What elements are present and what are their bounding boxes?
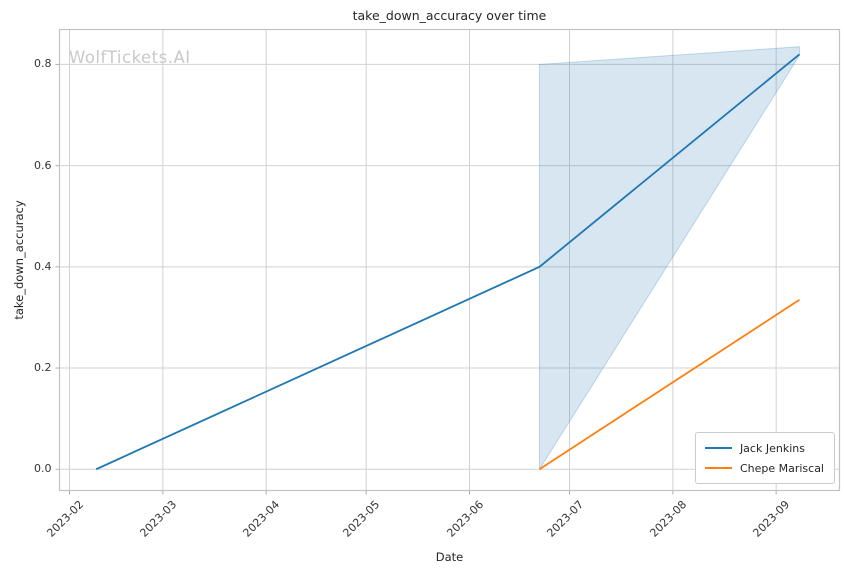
confidence-band: [539, 46, 800, 471]
y-tick-label: 0.6: [34, 158, 52, 172]
y-tick-label: 0.8: [34, 57, 52, 71]
plot-frame: [58, 28, 841, 492]
legend-line-swatch-blue: [704, 447, 732, 449]
x-axis-label: Date: [435, 550, 464, 564]
legend-item-jack-jenkins: Jack Jenkins: [704, 438, 824, 458]
y-tick-label: 0.0: [34, 462, 52, 476]
y-tick-label: 0.2: [34, 361, 52, 375]
y-tick-label: 0.4: [34, 259, 52, 273]
legend-label: Jack Jenkins: [739, 441, 805, 455]
legend-line-swatch-orange: [704, 467, 732, 469]
legend: Jack Jenkins Chepe Mariscal: [694, 432, 835, 484]
series-line-jack-jenkins: [95, 53, 801, 471]
watermark: WolfTickets.AI: [69, 48, 191, 67]
chart-title: take_down_accuracy over time: [352, 8, 547, 23]
series-line-chepe-mariscal: [539, 298, 800, 471]
legend-label: Chepe Mariscal: [739, 461, 824, 475]
legend-item-chepe-mariscal: Chepe Mariscal: [704, 458, 824, 478]
